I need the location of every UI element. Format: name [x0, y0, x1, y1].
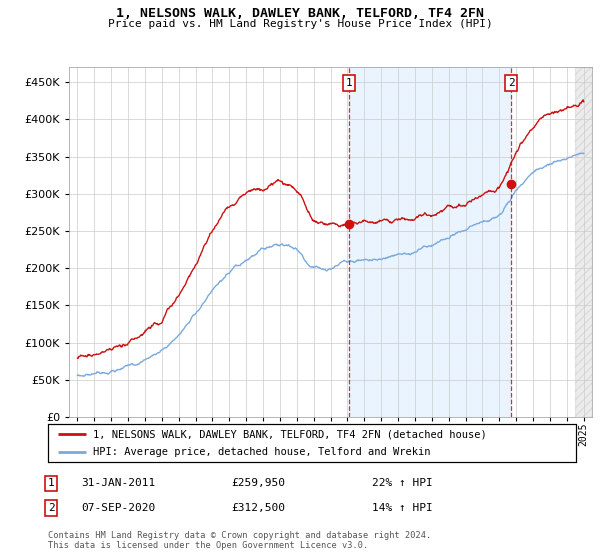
Text: 22% ↑ HPI: 22% ↑ HPI [372, 478, 433, 488]
Text: 1: 1 [47, 478, 55, 488]
Text: 31-JAN-2011: 31-JAN-2011 [81, 478, 155, 488]
Text: HPI: Average price, detached house, Telford and Wrekin: HPI: Average price, detached house, Telf… [93, 447, 430, 457]
Text: 2: 2 [47, 503, 55, 513]
Bar [349, 67, 511, 417]
Text: Price paid vs. HM Land Registry's House Price Index (HPI): Price paid vs. HM Land Registry's House … [107, 19, 493, 29]
Text: Contains HM Land Registry data © Crown copyright and database right 2024.
This d: Contains HM Land Registry data © Crown c… [48, 531, 431, 550]
Text: 2: 2 [508, 78, 514, 88]
Text: £312,500: £312,500 [231, 503, 285, 513]
Text: £259,950: £259,950 [231, 478, 285, 488]
Text: 14% ↑ HPI: 14% ↑ HPI [372, 503, 433, 513]
Text: 1, NELSONS WALK, DAWLEY BANK, TELFORD, TF4 2FN: 1, NELSONS WALK, DAWLEY BANK, TELFORD, T… [116, 7, 484, 20]
Bar [575, 67, 592, 417]
Bar [575, 67, 592, 417]
Text: 1: 1 [346, 78, 352, 88]
Text: 07-SEP-2020: 07-SEP-2020 [81, 503, 155, 513]
Text: 1, NELSONS WALK, DAWLEY BANK, TELFORD, TF4 2FN (detached house): 1, NELSONS WALK, DAWLEY BANK, TELFORD, T… [93, 429, 487, 439]
